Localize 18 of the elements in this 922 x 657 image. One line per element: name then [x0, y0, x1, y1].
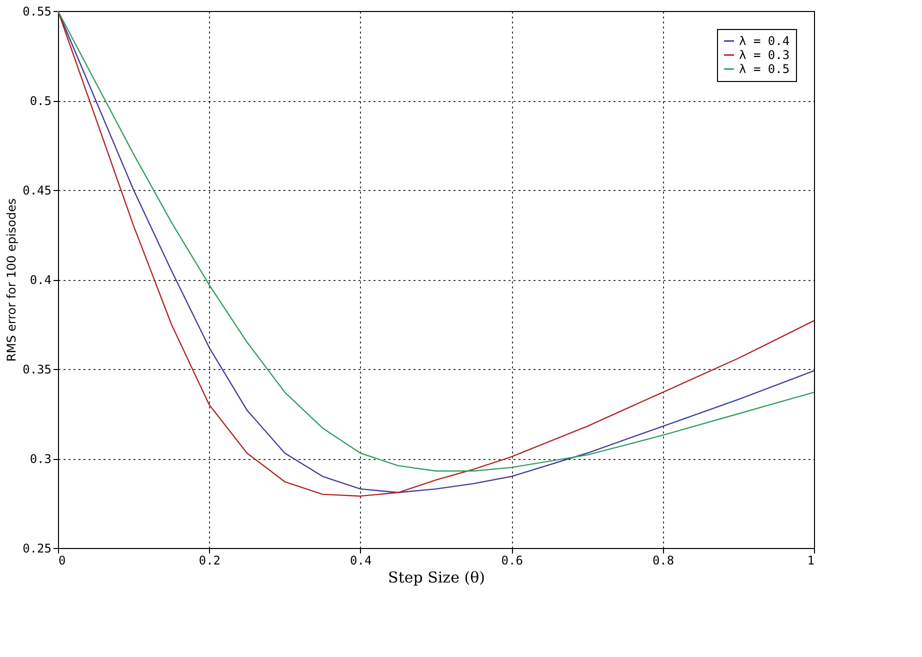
x-tick-label: 0 — [58, 554, 66, 568]
x-tick-label: 0.6 — [501, 554, 523, 568]
y-tick-label: 0.55 — [22, 4, 52, 18]
y-tick-label: 0.45 — [22, 184, 52, 198]
legend-label: λ = 0.5 — [739, 62, 790, 76]
x-tick-label: 0.8 — [652, 554, 674, 568]
y-tick-label: 0.35 — [22, 362, 52, 376]
y-axis-title: RMS error for 100 episodes — [4, 198, 19, 362]
x-tick-label: 1 — [807, 554, 814, 568]
y-tick-label: 0.5 — [30, 94, 52, 108]
y-tick-label: 0.25 — [22, 542, 52, 556]
y-tick-label: 0.3 — [30, 452, 52, 466]
x-axis-title: Step Size (θ) — [388, 568, 485, 586]
y-tick-label: 0.4 — [30, 273, 52, 287]
x-tick-label: 0.4 — [350, 554, 372, 568]
x-tick-label: 0.2 — [198, 554, 221, 568]
legend-label: λ = 0.3 — [739, 48, 790, 62]
legend-label: λ = 0.4 — [739, 34, 790, 48]
